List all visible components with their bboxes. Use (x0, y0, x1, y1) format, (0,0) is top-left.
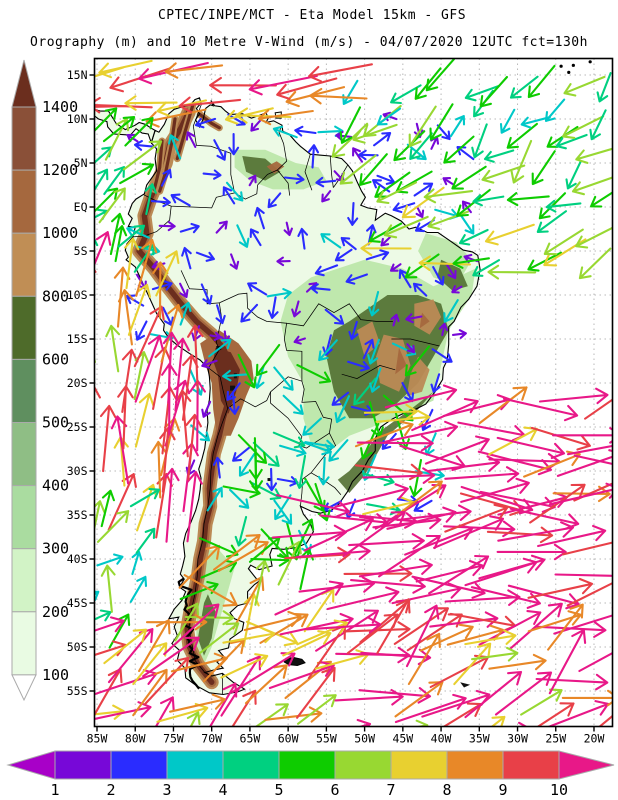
orography-swatch-200-300 (11, 548, 37, 613)
lat-tick-label: 40S (67, 552, 88, 566)
lat-tick-label: 20S (67, 376, 88, 390)
wind-swatch-1-2 (54, 750, 112, 780)
lat-tick-label: 55S (67, 684, 88, 698)
wind-tick-label: 6 (330, 781, 339, 799)
wind-region-andes-altiplano-weak (185, 338, 250, 512)
wind-tick-label: 3 (162, 781, 171, 799)
wind-region-far-south-storm-track (94, 598, 613, 727)
orography-swatch-100-200 (11, 611, 37, 676)
lat-tick-label: EQ (74, 200, 88, 214)
wind-swatch-7-8 (390, 750, 448, 780)
wind-region-east-pacific-north (94, 107, 163, 273)
lat-tick-label: 5N (74, 156, 88, 170)
orography-swatch-600-800 (11, 295, 37, 360)
lon-tick-label: 60W (278, 732, 299, 746)
lon-tick-label: 40W (431, 732, 452, 746)
lat-tick-label: 50S (67, 640, 88, 654)
lon-tick-label: 55W (316, 732, 337, 746)
wind-region-chile-coastal-jet (159, 324, 206, 543)
orography-swatch-800-1000 (11, 232, 37, 297)
wind-region-ne-tropical-atlantic (331, 58, 613, 198)
lon-tick-label: 75W (163, 732, 184, 746)
orography-tick-label: 600 (42, 350, 69, 368)
wind-swatch-6-7 (334, 750, 392, 780)
lon-tick-label: 50W (354, 732, 375, 746)
wind-tick-label: 10 (550, 781, 568, 799)
lon-tick-label: 70W (201, 732, 222, 746)
lat-tick-label: 35S (67, 508, 88, 522)
lon-tick-label: 65W (240, 732, 261, 746)
lon-tick-label: 45W (392, 732, 413, 746)
wind-tick-label: 2 (106, 781, 115, 799)
wind-tick-label: 8 (442, 781, 451, 799)
wind-tick-label: 9 (498, 781, 507, 799)
lat-tick-label: 10N (67, 112, 88, 126)
lon-tick-label: 20W (584, 732, 605, 746)
wind-arrows-layer (94, 58, 613, 727)
wind-region-equatorial-atlantic (360, 181, 613, 280)
orography-tick-label: 800 (42, 287, 69, 305)
lat-tick-label: 25S (67, 420, 88, 434)
orography-tick-label: 400 (42, 477, 69, 495)
wind-swatch-5-6 (278, 750, 336, 780)
orography-swatch-500-600 (11, 358, 37, 423)
orography-swatch-400-500 (11, 422, 37, 487)
wind-arrow-above-max (558, 750, 615, 780)
lon-tick-label: 25W (545, 732, 566, 746)
wind-speed-colorbar: 1 2 3 4 5 6 7 8 9 10 (6, 750, 615, 799)
orography-arrow-above-max (11, 59, 37, 108)
lon-tick-label: 80W (125, 732, 146, 746)
wind-swatch-2-3 (110, 750, 168, 780)
chart-title: CPTEC/INPE/MCT - Eta Model 15km - GFS (158, 8, 466, 23)
wind-tick-label: 7 (386, 781, 395, 799)
country-borders (132, 103, 440, 695)
orography-tick-label: 200 (42, 603, 69, 621)
orography-swatch-1200-1400 (11, 106, 37, 171)
lat-tick-label: 5S (74, 244, 88, 258)
orography-tick-label: 300 (42, 540, 69, 558)
wind-tick-label: 4 (218, 781, 227, 799)
lat-tick-label: 45S (67, 596, 88, 610)
wind-tick-label: 1 (50, 781, 59, 799)
orography-tick-label: 1000 (42, 224, 78, 242)
lon-tick-label: 85W (87, 732, 108, 746)
orography-arrow-below-min (11, 674, 37, 702)
lat-tick-label: 15N (67, 68, 88, 82)
orography-tick-label: 1200 (42, 161, 78, 179)
orography-colorbar: 1400 1200 1000 800 600 500 400 300 200 100 (11, 59, 78, 702)
orography-swatch-1000-1200 (11, 169, 37, 234)
wind-tick-label: 5 (274, 781, 283, 799)
wind-swatch-8-9 (446, 750, 504, 780)
orography-swatch-300-400 (11, 485, 37, 550)
wind-region-s-atlantic-upper (354, 384, 613, 525)
lat-tick-label: 15S (67, 332, 88, 346)
south-america-map: 15N 10N 5N EQ 5S 10S 15S 20S 25S 30S 35S 40S 45S 50S 5… (67, 57, 614, 746)
lat-tick-label: 10S (67, 288, 88, 302)
chart-subtitle: Orography (m) and 10 Metre V-Wind (m/s) … (30, 35, 588, 50)
wind-swatch-3-4 (166, 750, 224, 780)
orography-tick-label: 500 (42, 414, 69, 432)
wind-arrow-below-min (6, 750, 56, 780)
lon-tick-label: 30W (507, 732, 528, 746)
wind-swatch-9-10 (502, 750, 560, 780)
lat-tick-label: 30S (67, 464, 88, 478)
orography-tick-label: 1400 (42, 98, 78, 116)
orography-tick-label: 100 (42, 666, 69, 684)
wind-region-caribbean-band (94, 59, 373, 128)
wind-swatch-4-5 (222, 750, 280, 780)
lon-tick-label: 35W (469, 732, 490, 746)
map-frame-and-axes: 15N 10N 5N EQ 5S 10S 15S 20S 25S 30S 35S 40S 45S 50S 5… (67, 57, 614, 746)
wind-region-s-atlantic-core (271, 482, 613, 652)
wind-region-patagonia-shelf (174, 518, 335, 648)
